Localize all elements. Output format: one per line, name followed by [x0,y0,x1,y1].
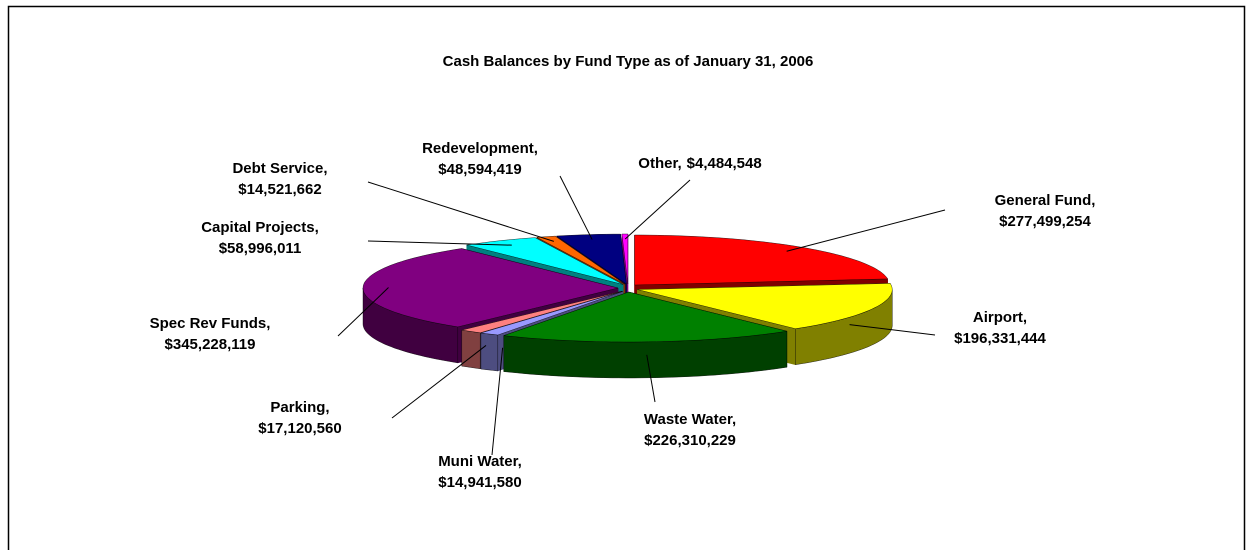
slice [621,233,629,285]
label-value: $48,594,419 [438,161,521,178]
data-label: Waste Water, $226,310,229 [644,411,736,449]
label-value: $196,331,444 [954,330,1046,347]
label-category: Muni Water, [438,453,522,470]
leader-line [337,287,389,337]
leader-line [491,347,504,456]
slice [556,233,627,285]
label-value: $14,941,580 [438,474,521,491]
chart-frame [7,5,1246,550]
label-category: Spec Rev Funds, [150,315,271,332]
data-label: General Fund, $277,499,254 [995,192,1096,230]
label-category: Airport, [973,309,1027,326]
slice-outer-wall [480,332,498,372]
leader-line [391,345,487,419]
leader-line [367,240,512,246]
slice [503,291,787,343]
label-value: $345,228,119 [165,336,256,353]
data-label: Other, $4,484,548 [638,155,761,172]
label-value: $14,521,662 [238,181,321,198]
chart-title: Cash Balances by Fund Type as of January… [443,53,814,70]
label-category: Waste Water, [644,411,736,428]
label-category: Capital Projects, [201,219,319,236]
slice [362,248,619,328]
label-value: $58,996,011 [219,240,302,257]
slice [634,234,889,286]
data-label: Spec Rev Funds, $345,228,119 [150,315,271,353]
data-label: Redevelopment, $48,594,419 [422,140,538,178]
slice-outer-wall [461,329,481,370]
leader-line [559,175,593,240]
pie-tops [362,233,893,343]
leader-line [646,354,656,403]
data-label: Capital Projects, $58,996,011 [201,219,319,257]
data-label: Muni Water, $14,941,580 [438,453,522,491]
label-value: $277,499,254 [999,213,1091,230]
label-category: General Fund, [995,192,1096,209]
leader-line [786,209,946,252]
data-label: Debt Service, $14,521,662 [232,160,327,198]
leader-line [624,179,691,240]
label-category: Parking, [270,399,329,416]
label-category: Debt Service, [232,160,327,177]
slice [461,291,623,334]
slice [637,283,893,329]
label-value: $17,120,560 [258,420,341,437]
slice [536,235,626,285]
label-value: $226,310,229 [644,432,736,449]
label-value: $4,484,548 [687,155,762,172]
label-category: Other, [638,155,681,172]
data-label: Parking, $17,120,560 [258,399,341,437]
leader-line [367,181,554,242]
data-labels: General Fund, $277,499,254 Airport, $196,33… [150,140,1096,491]
label-category: Redevelopment, [422,140,538,157]
leader-line [849,324,936,336]
data-label: Airport, $196,331,444 [954,309,1046,347]
slice [480,291,623,336]
